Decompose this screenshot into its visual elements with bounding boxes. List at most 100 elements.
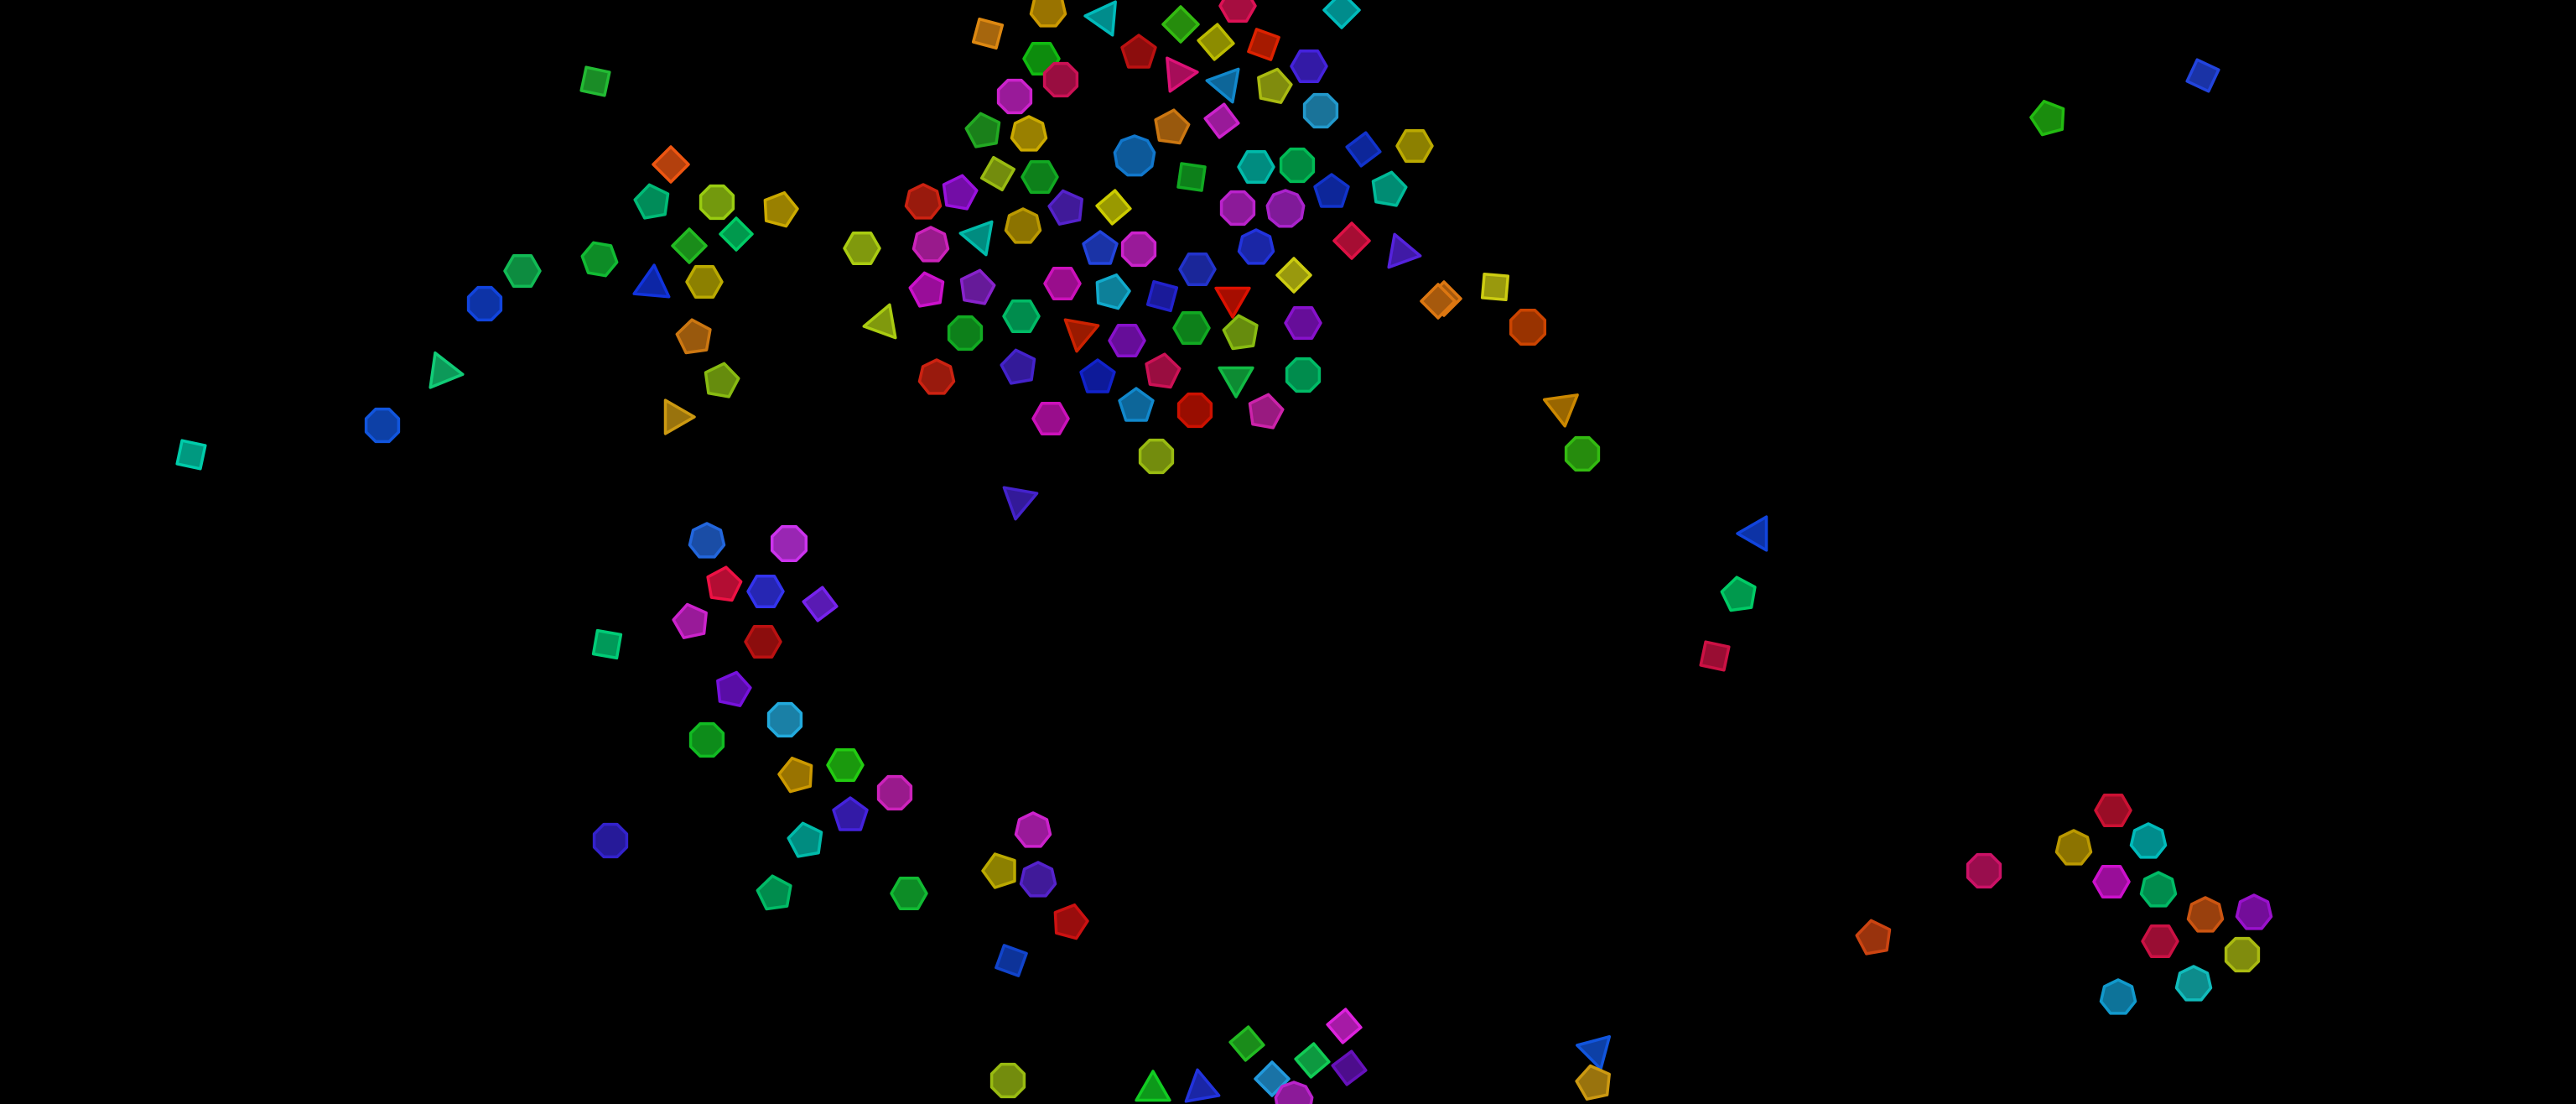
heptagon-food-shape[interactable] xyxy=(2186,896,2225,933)
octagon-food-shape[interactable] xyxy=(1176,392,1213,429)
diamond-food-shape[interactable] xyxy=(1197,23,1235,61)
diamond-food-shape[interactable] xyxy=(1322,0,1361,29)
diamond-food-shape[interactable] xyxy=(1332,221,1371,260)
hexagon-food-shape[interactable] xyxy=(1178,253,1217,286)
pentagon-food-shape[interactable] xyxy=(756,874,792,911)
pentagon-food-shape[interactable] xyxy=(1313,173,1350,208)
square-food-shape[interactable] xyxy=(1145,279,1179,313)
square-food-shape[interactable] xyxy=(579,65,611,97)
hexagon-food-shape[interactable] xyxy=(1395,129,1434,163)
octagon-food-shape[interactable] xyxy=(766,701,803,738)
triangle-food-shape[interactable] xyxy=(862,303,897,340)
octagon-food-shape[interactable] xyxy=(1564,435,1601,472)
square-food-shape[interactable] xyxy=(1699,640,1731,672)
hexagon-food-shape[interactable] xyxy=(1031,402,1070,435)
octagon-food-shape[interactable] xyxy=(1138,438,1175,475)
pentagon-food-shape[interactable] xyxy=(1154,108,1191,145)
pentagon-food-shape[interactable] xyxy=(1248,393,1285,430)
heptagon-food-shape[interactable] xyxy=(1010,115,1048,152)
hexagon-food-shape[interactable] xyxy=(503,254,542,288)
diamond-food-shape[interactable] xyxy=(1228,1025,1265,1062)
diamond-food-shape[interactable] xyxy=(1420,283,1457,320)
hexagon-food-shape[interactable] xyxy=(1002,299,1041,333)
octagon-food-shape[interactable] xyxy=(466,285,503,322)
pentagon-food-shape[interactable] xyxy=(1082,230,1119,265)
octagon-food-shape[interactable] xyxy=(1285,357,1322,393)
heptagon-food-shape[interactable] xyxy=(2139,871,2178,908)
hexagon-food-shape[interactable] xyxy=(685,265,724,299)
octagon-food-shape[interactable] xyxy=(364,407,401,444)
square-food-shape[interactable] xyxy=(2185,58,2220,93)
diamond-food-shape[interactable] xyxy=(719,216,754,252)
pentagon-food-shape[interactable] xyxy=(787,821,823,858)
triangle-food-shape[interactable] xyxy=(1542,393,1579,428)
heptagon-food-shape[interactable] xyxy=(2235,893,2273,930)
hexagon-food-shape[interactable] xyxy=(843,232,881,265)
triangle-food-shape[interactable] xyxy=(958,220,994,257)
pentagon-food-shape[interactable] xyxy=(959,268,996,305)
pentagon-food-shape[interactable] xyxy=(1079,358,1116,393)
heptagon-food-shape[interactable] xyxy=(911,226,950,263)
heptagon-food-shape[interactable] xyxy=(1014,811,1052,848)
heptagon-food-shape[interactable] xyxy=(688,522,726,559)
hexagon-food-shape[interactable] xyxy=(1043,267,1082,300)
pentagon-food-shape[interactable] xyxy=(2029,99,2065,137)
triangle-food-shape[interactable] xyxy=(1218,366,1254,398)
octagon-food-shape[interactable] xyxy=(770,524,808,563)
pentagon-food-shape[interactable] xyxy=(1145,352,1182,389)
hexagon-food-shape[interactable] xyxy=(1108,324,1146,357)
diamond-food-shape[interactable] xyxy=(1095,189,1132,226)
pentagon-food-shape[interactable] xyxy=(1575,1064,1611,1101)
triangle-food-shape[interactable] xyxy=(1184,1068,1221,1103)
pentagon-food-shape[interactable] xyxy=(1120,34,1157,69)
hexagon-food-shape[interactable] xyxy=(744,625,782,659)
heptagon-food-shape[interactable] xyxy=(2054,829,2093,866)
diamond-food-shape[interactable] xyxy=(1275,257,1312,294)
pentagon-food-shape[interactable] xyxy=(1095,273,1131,310)
hexagon-food-shape[interactable] xyxy=(1284,306,1322,340)
octagon-food-shape[interactable] xyxy=(1509,308,1547,346)
hexagon-food-shape[interactable] xyxy=(1172,311,1211,345)
triangle-food-shape[interactable] xyxy=(1135,1070,1171,1102)
hexagon-food-shape[interactable] xyxy=(2141,924,2179,958)
diamond-food-shape[interactable] xyxy=(1203,102,1240,139)
pentagon-food-shape[interactable] xyxy=(763,190,799,228)
hexagon-food-shape[interactable] xyxy=(2092,865,2131,898)
octagon-food-shape[interactable] xyxy=(688,721,725,758)
square-food-shape[interactable] xyxy=(995,944,1028,977)
hexagon-food-shape[interactable] xyxy=(1237,150,1275,184)
pentagon-food-shape[interactable] xyxy=(704,362,740,398)
heptagon-food-shape[interactable] xyxy=(2129,822,2168,859)
heptagon-food-shape[interactable] xyxy=(917,358,956,395)
pentagon-food-shape[interactable] xyxy=(1053,903,1089,940)
heptagon-food-shape[interactable] xyxy=(2099,978,2137,1015)
hexagon-food-shape[interactable] xyxy=(2094,794,2132,827)
octagon-food-shape[interactable] xyxy=(989,1062,1026,1099)
octagon-food-shape[interactable] xyxy=(2224,936,2261,973)
triangle-food-shape[interactable] xyxy=(1166,56,1199,93)
heptagon-food-shape[interactable] xyxy=(1237,228,1275,265)
pentagon-food-shape[interactable] xyxy=(1222,314,1259,351)
pentagon-food-shape[interactable] xyxy=(675,318,712,355)
pentagon-food-shape[interactable] xyxy=(942,174,979,211)
square-food-shape[interactable] xyxy=(591,628,623,660)
pentagon-food-shape[interactable] xyxy=(1118,387,1155,422)
octagon-food-shape[interactable] xyxy=(1042,61,1079,98)
diamond-food-shape[interactable] xyxy=(1326,1008,1363,1044)
diamond-food-shape[interactable] xyxy=(1294,1042,1331,1079)
hexagon-food-shape[interactable] xyxy=(746,575,785,608)
octagon-food-shape[interactable] xyxy=(1966,852,2002,889)
triangle-food-shape[interactable] xyxy=(1214,286,1251,319)
heptagon-food-shape[interactable] xyxy=(2174,965,2213,1002)
pentagon-food-shape[interactable] xyxy=(1047,189,1083,226)
octagon-food-shape[interactable] xyxy=(1120,231,1157,268)
octagon-food-shape[interactable] xyxy=(1302,92,1339,129)
triangle-food-shape[interactable] xyxy=(1576,1034,1612,1070)
diamond-food-shape[interactable] xyxy=(1161,5,1200,44)
heptagon-food-shape[interactable] xyxy=(1019,861,1057,898)
pentagon-food-shape[interactable] xyxy=(1000,348,1036,385)
heptagon-food-shape[interactable] xyxy=(904,183,943,220)
hexagon-food-shape[interactable] xyxy=(580,241,619,278)
